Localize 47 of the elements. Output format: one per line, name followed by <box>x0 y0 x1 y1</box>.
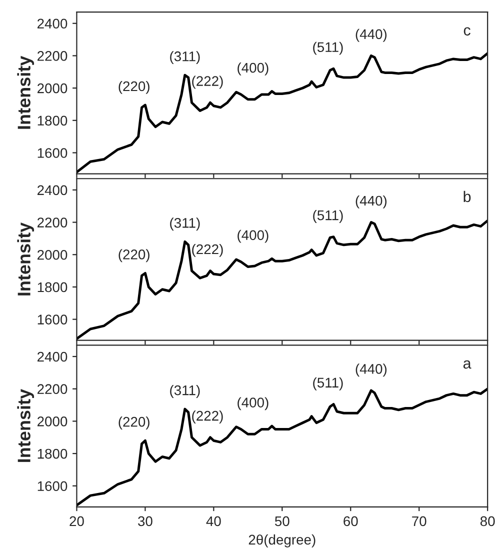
annotation: (440) <box>356 364 387 377</box>
y-tick-label: 2400 <box>38 18 68 29</box>
y-tick-label: 1800 <box>38 116 68 126</box>
x-tick-label: 50 <box>274 516 290 526</box>
x-tick-label: 20 <box>70 516 84 526</box>
annotation: (440) <box>356 28 387 42</box>
y-axis-title: Intensity <box>17 389 34 462</box>
y-tick-label: 2000 <box>38 250 68 260</box>
annotation: (311) <box>170 51 200 64</box>
y-axis-title: Intensity <box>17 222 34 296</box>
annotation: (311) <box>170 385 200 398</box>
annotation: (222) <box>192 410 223 424</box>
x-tick-label: 30 <box>138 516 152 526</box>
y-tick-label: 1600 <box>38 148 68 158</box>
annotation: b <box>464 190 471 202</box>
x-tick-label: 60 <box>344 516 358 526</box>
annotation: (222) <box>192 76 223 89</box>
y-axis-title: Intensity <box>17 56 34 129</box>
annotation: (400) <box>238 62 268 76</box>
annotation: (511) <box>313 42 343 55</box>
annotation: (400) <box>238 397 268 410</box>
y-tick-label: 2000 <box>38 83 68 94</box>
annotation: (311) <box>170 218 200 231</box>
x-tick-label: 70 <box>412 516 426 526</box>
annotation: a <box>463 360 472 369</box>
y-tick-label: 1600 <box>38 314 68 324</box>
y-tick-label: 1800 <box>38 448 68 459</box>
annotation: (222) <box>192 244 223 257</box>
annotation: (440) <box>356 195 387 208</box>
y-tick-label: 2200 <box>38 218 68 228</box>
x-axis-title: 2θ(degree) <box>248 534 316 548</box>
x-tick-label: 40 <box>206 516 221 526</box>
y-tick-label: 2200 <box>38 384 68 394</box>
y-tick-label: 1800 <box>38 282 68 292</box>
y-tick-label: 2000 <box>38 416 68 426</box>
annotation: (220) <box>118 416 150 430</box>
annotation: (220) <box>118 80 150 94</box>
y-tick-label: 2400 <box>38 185 68 196</box>
y-tick-label: 2200 <box>38 51 68 61</box>
y-tick-label: 2400 <box>38 352 68 362</box>
annotation: (220) <box>118 249 150 262</box>
x-tick-label: 80 <box>480 516 495 526</box>
annotation: (511) <box>313 210 343 223</box>
annotation: (400) <box>238 230 268 243</box>
annotation: (511) <box>313 377 343 390</box>
annotation: c <box>464 27 470 36</box>
y-tick-label: 1600 <box>38 481 68 492</box>
